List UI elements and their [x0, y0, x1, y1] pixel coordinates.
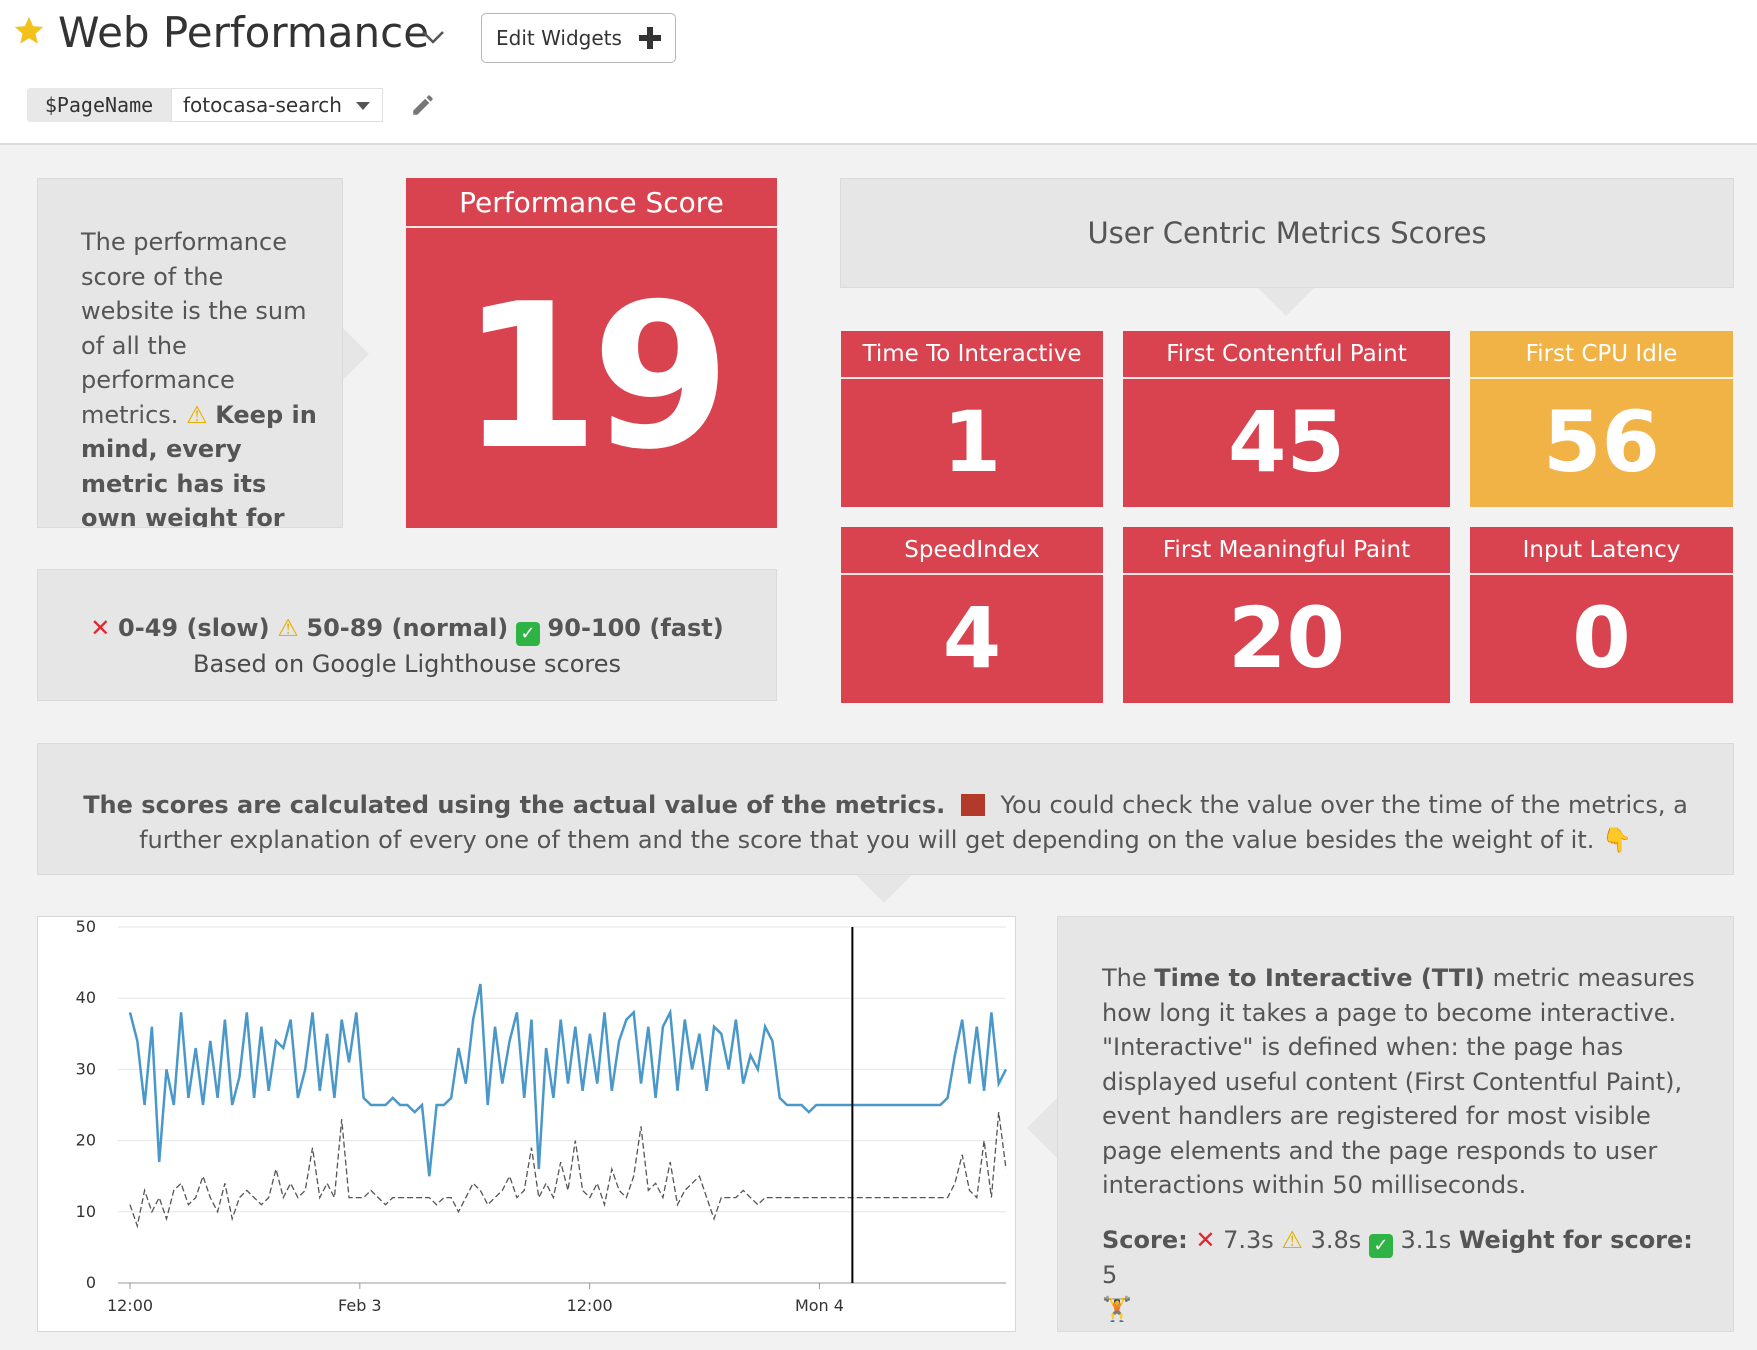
y-tick-label: 10 — [76, 1202, 96, 1221]
weightlifter-icon: 🏋 — [1102, 1295, 1132, 1323]
legend-slow: 0-49 (slow) — [118, 614, 270, 642]
tti-explanation-note: The Time to Interactive (TTI) metric mea… — [1057, 916, 1734, 1332]
performance-score-title: Performance Score — [406, 178, 777, 228]
y-tick-label: 40 — [76, 988, 96, 1007]
note-pointer — [1258, 288, 1314, 316]
explain-bold: The scores are calculated using the actu… — [83, 791, 946, 819]
check-icon: ✓ — [515, 622, 540, 646]
warning-icon: ⚠ — [277, 614, 299, 642]
tti-score-normal: 3.8s — [1310, 1225, 1362, 1254]
series-line-score — [129, 1112, 1007, 1229]
metric-value: 4 — [942, 589, 1002, 687]
metric-tile-fcp[interactable]: First Contentful Paint 45 — [1123, 331, 1450, 507]
pointing-down-icon: 👇 — [1602, 825, 1632, 854]
tti-weight-value: 5 — [1102, 1260, 1118, 1289]
metric-label: Input Latency — [1470, 527, 1733, 575]
x-tick-label: Mon 4 — [795, 1296, 844, 1315]
y-tick-label: 30 — [76, 1059, 96, 1078]
metric-tile-fmp[interactable]: First Meaningful Paint 20 — [1123, 527, 1450, 703]
template-variable-label: $PageName — [27, 88, 171, 122]
check-icon: ✓ — [1368, 1233, 1393, 1258]
user-metrics-heading-note: User Centric Metrics Scores — [840, 178, 1734, 288]
x-tick-label: 12:00 — [567, 1296, 613, 1315]
metric-tile-input-latency[interactable]: Input Latency 0 — [1470, 527, 1733, 703]
explain-text: You could check the value over the time … — [139, 791, 1688, 854]
edit-widgets-button[interactable]: Edit Widgets — [481, 13, 676, 63]
intro-text-bold: Keep in mind, every metric has its own w… — [81, 400, 317, 528]
template-variable-select[interactable]: fotocasa-search — [171, 88, 383, 122]
y-tick-label: 0 — [86, 1273, 96, 1292]
metric-value: 1 — [942, 393, 1002, 491]
legend-normal: 50-89 (normal) — [306, 614, 509, 642]
metric-value: 20 — [1228, 589, 1345, 687]
tti-weight-label: Weight for score: — [1458, 1225, 1693, 1254]
series-line-metric-value — [128, 983, 1008, 1177]
edit-widgets-label: Edit Widgets — [496, 26, 622, 50]
tti-text-a: The — [1102, 964, 1147, 992]
metric-label: First CPU Idle — [1470, 331, 1733, 379]
legend-fast: 90-100 (fast) — [547, 614, 724, 642]
plus-icon — [639, 27, 661, 49]
user-metrics-heading: User Centric Metrics Scores — [1087, 216, 1487, 250]
dropdown-caret-icon — [356, 102, 370, 110]
metric-value: 45 — [1228, 393, 1345, 491]
y-tick-label: 50 — [76, 917, 96, 936]
metric-value: 56 — [1543, 393, 1660, 491]
chevron-down-icon[interactable] — [418, 22, 448, 52]
x-tick-label: 12:00 — [107, 1296, 153, 1315]
performance-score-value: 19 — [460, 260, 730, 494]
performance-score-tile[interactable]: Performance Score 19 — [406, 178, 777, 528]
legend-source: Based on Google Lighthouse scores — [193, 650, 621, 678]
pencil-edit-icon[interactable] — [410, 92, 436, 118]
scores-explanation-note: The scores are calculated using the actu… — [37, 743, 1734, 875]
tti-text-b: metric measures how long it takes a page… — [1102, 964, 1695, 1199]
metric-value: 0 — [1572, 589, 1631, 687]
tti-score-fast: 3.1s — [1400, 1225, 1452, 1254]
abacus-icon — [960, 794, 985, 816]
dashboard-header: Web Performance Edit Widgets $PageName f… — [0, 0, 1757, 145]
tti-score-label: Score: — [1102, 1225, 1188, 1254]
slow-x-icon: ✕ — [90, 614, 111, 642]
favorite-star-icon[interactable] — [12, 14, 46, 48]
tti-timeseries-chart[interactable]: 50 40 30 20 10 0 12:00 Feb 3 12:00 Mon 4 — [37, 916, 1016, 1332]
chart-canvas[interactable]: 50 40 30 20 10 0 12:00 Feb 3 12:00 Mon 4 — [38, 917, 1017, 1333]
metric-label: SpeedIndex — [841, 527, 1103, 575]
note-pointer — [856, 875, 912, 903]
metric-tile-speedindex[interactable]: SpeedIndex 4 — [841, 527, 1103, 703]
slow-x-icon: ✕ — [1195, 1225, 1216, 1254]
metric-label: First Contentful Paint — [1123, 331, 1450, 379]
y-tick-label: 20 — [76, 1131, 96, 1150]
x-tick-label: Feb 3 — [338, 1296, 382, 1315]
intro-text: The performance score of the website is … — [81, 228, 307, 429]
score-legend-note: ✕ 0-49 (slow) ⚠ 50-89 (normal) ✓ 90-100 … — [37, 569, 777, 701]
performance-intro-note: The performance score of the website is … — [37, 178, 343, 528]
warning-icon: ⚠ — [186, 400, 208, 429]
tti-text-bold: Time to Interactive (TTI) — [1154, 964, 1485, 992]
metric-label: First Meaningful Paint — [1123, 527, 1450, 575]
tti-score-slow: 7.3s — [1223, 1225, 1274, 1254]
metric-label: Time To Interactive — [841, 331, 1103, 379]
metric-tile-tti[interactable]: Time To Interactive 1 — [841, 331, 1103, 507]
note-pointer — [1027, 1098, 1057, 1158]
metric-tile-first-cpu-idle[interactable]: First CPU Idle 56 — [1470, 331, 1733, 507]
page-title: Web Performance — [58, 8, 430, 57]
template-variable-value: fotocasa-search — [183, 93, 342, 117]
note-pointer — [343, 328, 369, 380]
warning-icon: ⚠ — [1281, 1225, 1303, 1254]
